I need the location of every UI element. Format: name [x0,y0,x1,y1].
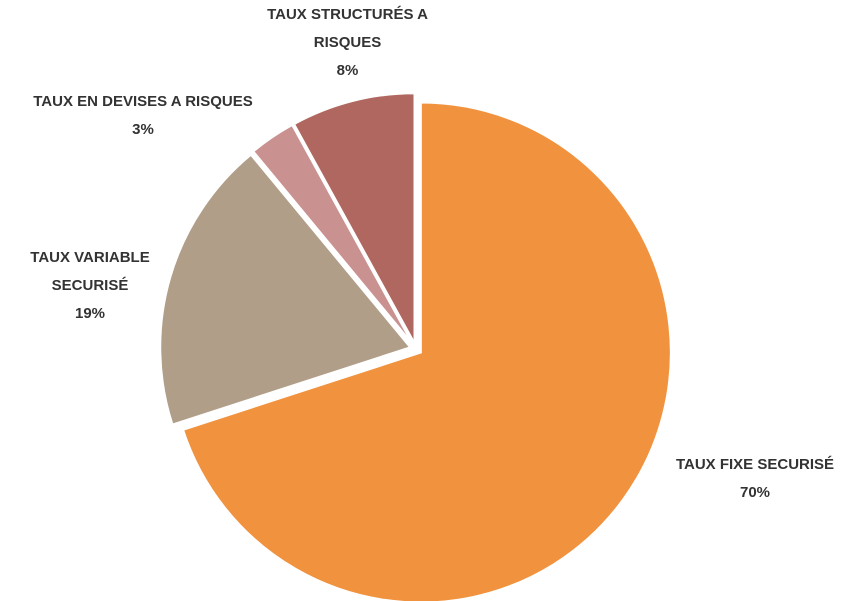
value-label: 70% [739,484,771,501]
slice-label: TAUX EN DEVISES A RISQUES 3% [0,88,293,144]
value-label: 19% [74,305,106,322]
slice-label: TAUX STRUCTURÉS A RISQUES 8% [250,1,445,85]
category-label: TAUX FIXE SECURISÉ [675,456,835,473]
value-label: 8% [336,62,359,79]
pie-slice [251,123,414,345]
pie-slice [292,92,416,344]
pie-slice [181,101,672,601]
category-label: TAUX VARIABLE SECURISÉ [30,249,150,294]
slice-label: TAUX VARIABLE SECURISÉ 19% [5,244,175,328]
category-label: TAUX STRUCTURÉS A RISQUES [267,6,428,51]
pie-slice [159,153,412,426]
value-label: 3% [132,121,154,138]
category-label: TAUX EN DEVISES A RISQUES [33,93,253,110]
slice-label: TAUX FIXE SECURISÉ 70% [645,451,849,507]
